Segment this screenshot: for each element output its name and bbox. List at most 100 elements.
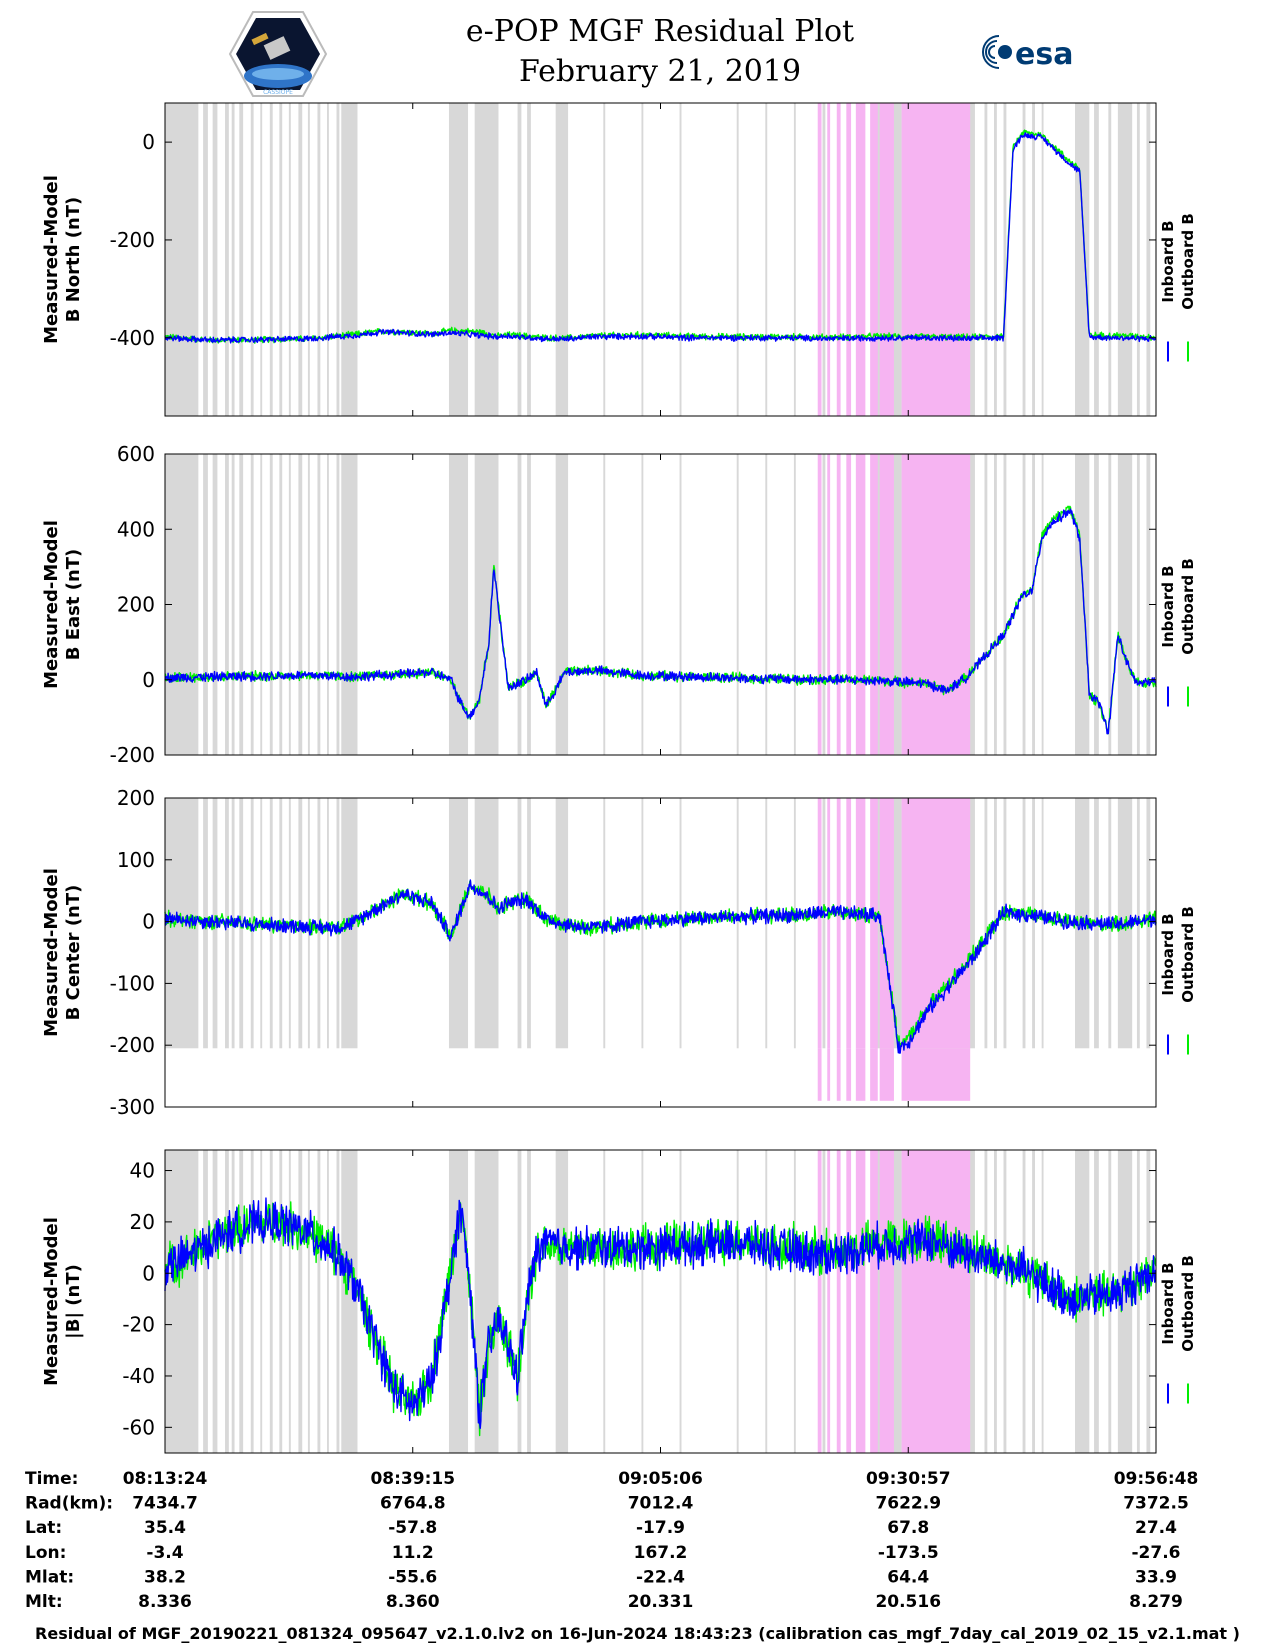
legend-label-2-1: Outboard B bbox=[1179, 558, 1197, 655]
gap-gray-4-9 bbox=[279, 1150, 283, 1453]
ephemeris-cell-2-4: -22.4 bbox=[636, 1567, 685, 1587]
legend-label-4-0: Inboard B bbox=[1159, 1262, 1177, 1344]
gap-gray-4-28 bbox=[822, 1150, 826, 1453]
ylabel-line1-2: Measured-Model bbox=[41, 520, 62, 689]
gap-gray-1-20 bbox=[527, 103, 531, 416]
gap-gray-4-0 bbox=[165, 1150, 199, 1453]
gap-gray-4-35 bbox=[1032, 1150, 1035, 1453]
gap-gray-4-33 bbox=[1003, 1150, 1007, 1453]
gap-gray-1-31 bbox=[984, 103, 988, 416]
gap-gray-3-20 bbox=[527, 798, 531, 1049]
gap-gray-1-2 bbox=[212, 103, 218, 416]
gap-gray-3-32 bbox=[994, 798, 997, 1049]
gap-gray-4-11 bbox=[298, 1150, 303, 1453]
gap-gray-4-4 bbox=[231, 1150, 235, 1453]
gap-gray-1-37 bbox=[1075, 103, 1090, 416]
panel-frame-2 bbox=[164, 453, 1157, 756]
gap-gray-4-3 bbox=[225, 1150, 229, 1453]
gap-gray-4-34 bbox=[1022, 1150, 1026, 1453]
gap-gray-2-4 bbox=[231, 454, 235, 755]
series-3-outboard-b bbox=[164, 879, 1157, 1051]
ytick-label-3-0: 200 bbox=[117, 786, 155, 810]
panel-2: 600 400 200 0 -200 Measured-ModelB East (nT) I… bbox=[41, 442, 1197, 767]
ephemeris-cell-4-2: 27.4 bbox=[1135, 1518, 1177, 1538]
cassiope-logo-text: CASSIOPE bbox=[263, 89, 293, 96]
ephemeris-cell-2-0: 09:05:06 bbox=[618, 1469, 703, 1489]
gap-gray-4-12 bbox=[307, 1150, 310, 1453]
gap-pink-2-2 bbox=[836, 454, 841, 755]
gap-pink-2-1 bbox=[827, 454, 831, 755]
gap-pink-3-1 bbox=[827, 798, 831, 1049]
gap-gray-1-10 bbox=[288, 103, 291, 416]
gap-gray-4-22 bbox=[603, 1150, 606, 1453]
ephemeris-row-label-4: Mlat: bbox=[25, 1567, 74, 1587]
gap-gray-2-32 bbox=[994, 454, 997, 755]
gap-gray-3-33 bbox=[1003, 798, 1007, 1049]
gap-pink-3-5 bbox=[870, 798, 878, 1049]
ytick-label-4-1: 20 bbox=[130, 1210, 155, 1234]
gap-gray-3-6 bbox=[250, 798, 254, 1049]
legend-label-1-1: Outboard B bbox=[1179, 213, 1197, 310]
ylabel-line2-2: B East (nT) bbox=[63, 549, 84, 661]
series-1-outboard-b bbox=[164, 129, 1157, 344]
ylabel-line2-1: B North (nT) bbox=[63, 197, 84, 323]
gap-gray-2-5 bbox=[239, 454, 244, 755]
gap-gray-1-41 bbox=[1136, 103, 1140, 416]
gap-gray-1-13 bbox=[317, 103, 321, 416]
gap-pink-lower-7 bbox=[901, 1048, 971, 1101]
ytick-label-4-3: -20 bbox=[122, 1313, 155, 1337]
gap-gray-1-16 bbox=[341, 103, 358, 416]
gap-pink-1-5 bbox=[870, 103, 878, 416]
ytick-label-2-2: 200 bbox=[117, 593, 155, 617]
ephemeris-cell-0-3: -3.4 bbox=[146, 1543, 183, 1563]
gap-gray-2-11 bbox=[298, 454, 303, 755]
ytick-label-3-2: 0 bbox=[142, 910, 155, 934]
gap-gray-2-35 bbox=[1032, 454, 1035, 755]
legend-label-4-1: Outboard B bbox=[1179, 1255, 1197, 1352]
gap-gray-4-13 bbox=[317, 1150, 321, 1453]
gap-gray-3-31 bbox=[984, 798, 988, 1049]
gap-gray-3-14 bbox=[326, 798, 329, 1049]
gap-pink-lower-2 bbox=[836, 1048, 841, 1101]
gap-pink-1-6 bbox=[879, 103, 894, 416]
gap-gray-1-21 bbox=[555, 103, 569, 416]
gap-gray-2-13 bbox=[317, 454, 321, 755]
ephemeris-cell-0-5: 8.336 bbox=[138, 1592, 192, 1612]
gap-gray-3-36 bbox=[1041, 798, 1044, 1049]
ylabel-1: Measured-ModelB North (nT) bbox=[41, 175, 84, 344]
ephemeris-row-label-3: Lon: bbox=[25, 1543, 66, 1563]
gap-gray-4-32 bbox=[994, 1150, 997, 1453]
gap-gray-2-22 bbox=[603, 454, 606, 755]
gap-gray-2-14 bbox=[326, 454, 329, 755]
gap-gray-2-10 bbox=[288, 454, 291, 755]
gap-gray-3-24 bbox=[679, 798, 682, 1049]
gap-gray-4-26 bbox=[765, 1150, 768, 1453]
gap-gray-4-18 bbox=[474, 1150, 499, 1453]
gap-pink-2-4 bbox=[855, 454, 866, 755]
ephemeris-cell-4-4: 33.9 bbox=[1135, 1567, 1177, 1587]
gap-pink-lower-5 bbox=[870, 1048, 878, 1101]
gap-gray-1-35 bbox=[1032, 103, 1035, 416]
gap-pink-lower-1 bbox=[827, 1048, 831, 1101]
gap-gray-2-20 bbox=[527, 454, 531, 755]
ephemeris-cell-2-5: 20.331 bbox=[628, 1592, 694, 1612]
ephemeris-row-label-0: Time: bbox=[25, 1469, 78, 1489]
gap-pink-1-3 bbox=[846, 103, 852, 416]
gap-gray-3-35 bbox=[1032, 798, 1035, 1049]
gap-gray-2-26 bbox=[765, 454, 768, 755]
gap-gray-2-17 bbox=[448, 454, 469, 755]
gap-gray-1-22 bbox=[603, 103, 606, 416]
ylabel-2: Measured-ModelB East (nT) bbox=[41, 520, 84, 689]
ephemeris-cell-1-3: 11.2 bbox=[392, 1543, 434, 1563]
gap-gray-4-17 bbox=[448, 1150, 469, 1453]
gap-gray-3-25 bbox=[736, 798, 739, 1049]
gap-gray-2-41 bbox=[1136, 454, 1140, 755]
gap-gray-1-3 bbox=[225, 103, 229, 416]
gap-gray-2-6 bbox=[250, 454, 254, 755]
gap-gray-4-1 bbox=[203, 1150, 208, 1453]
gap-gray-4-36 bbox=[1041, 1150, 1044, 1453]
ylabel-line1-3: Measured-Model bbox=[41, 868, 62, 1037]
gap-gray-2-21 bbox=[555, 454, 569, 755]
ylabel-line1-1: Measured-Model bbox=[41, 175, 62, 344]
ephemeris-cell-0-0: 08:13:24 bbox=[123, 1469, 208, 1489]
